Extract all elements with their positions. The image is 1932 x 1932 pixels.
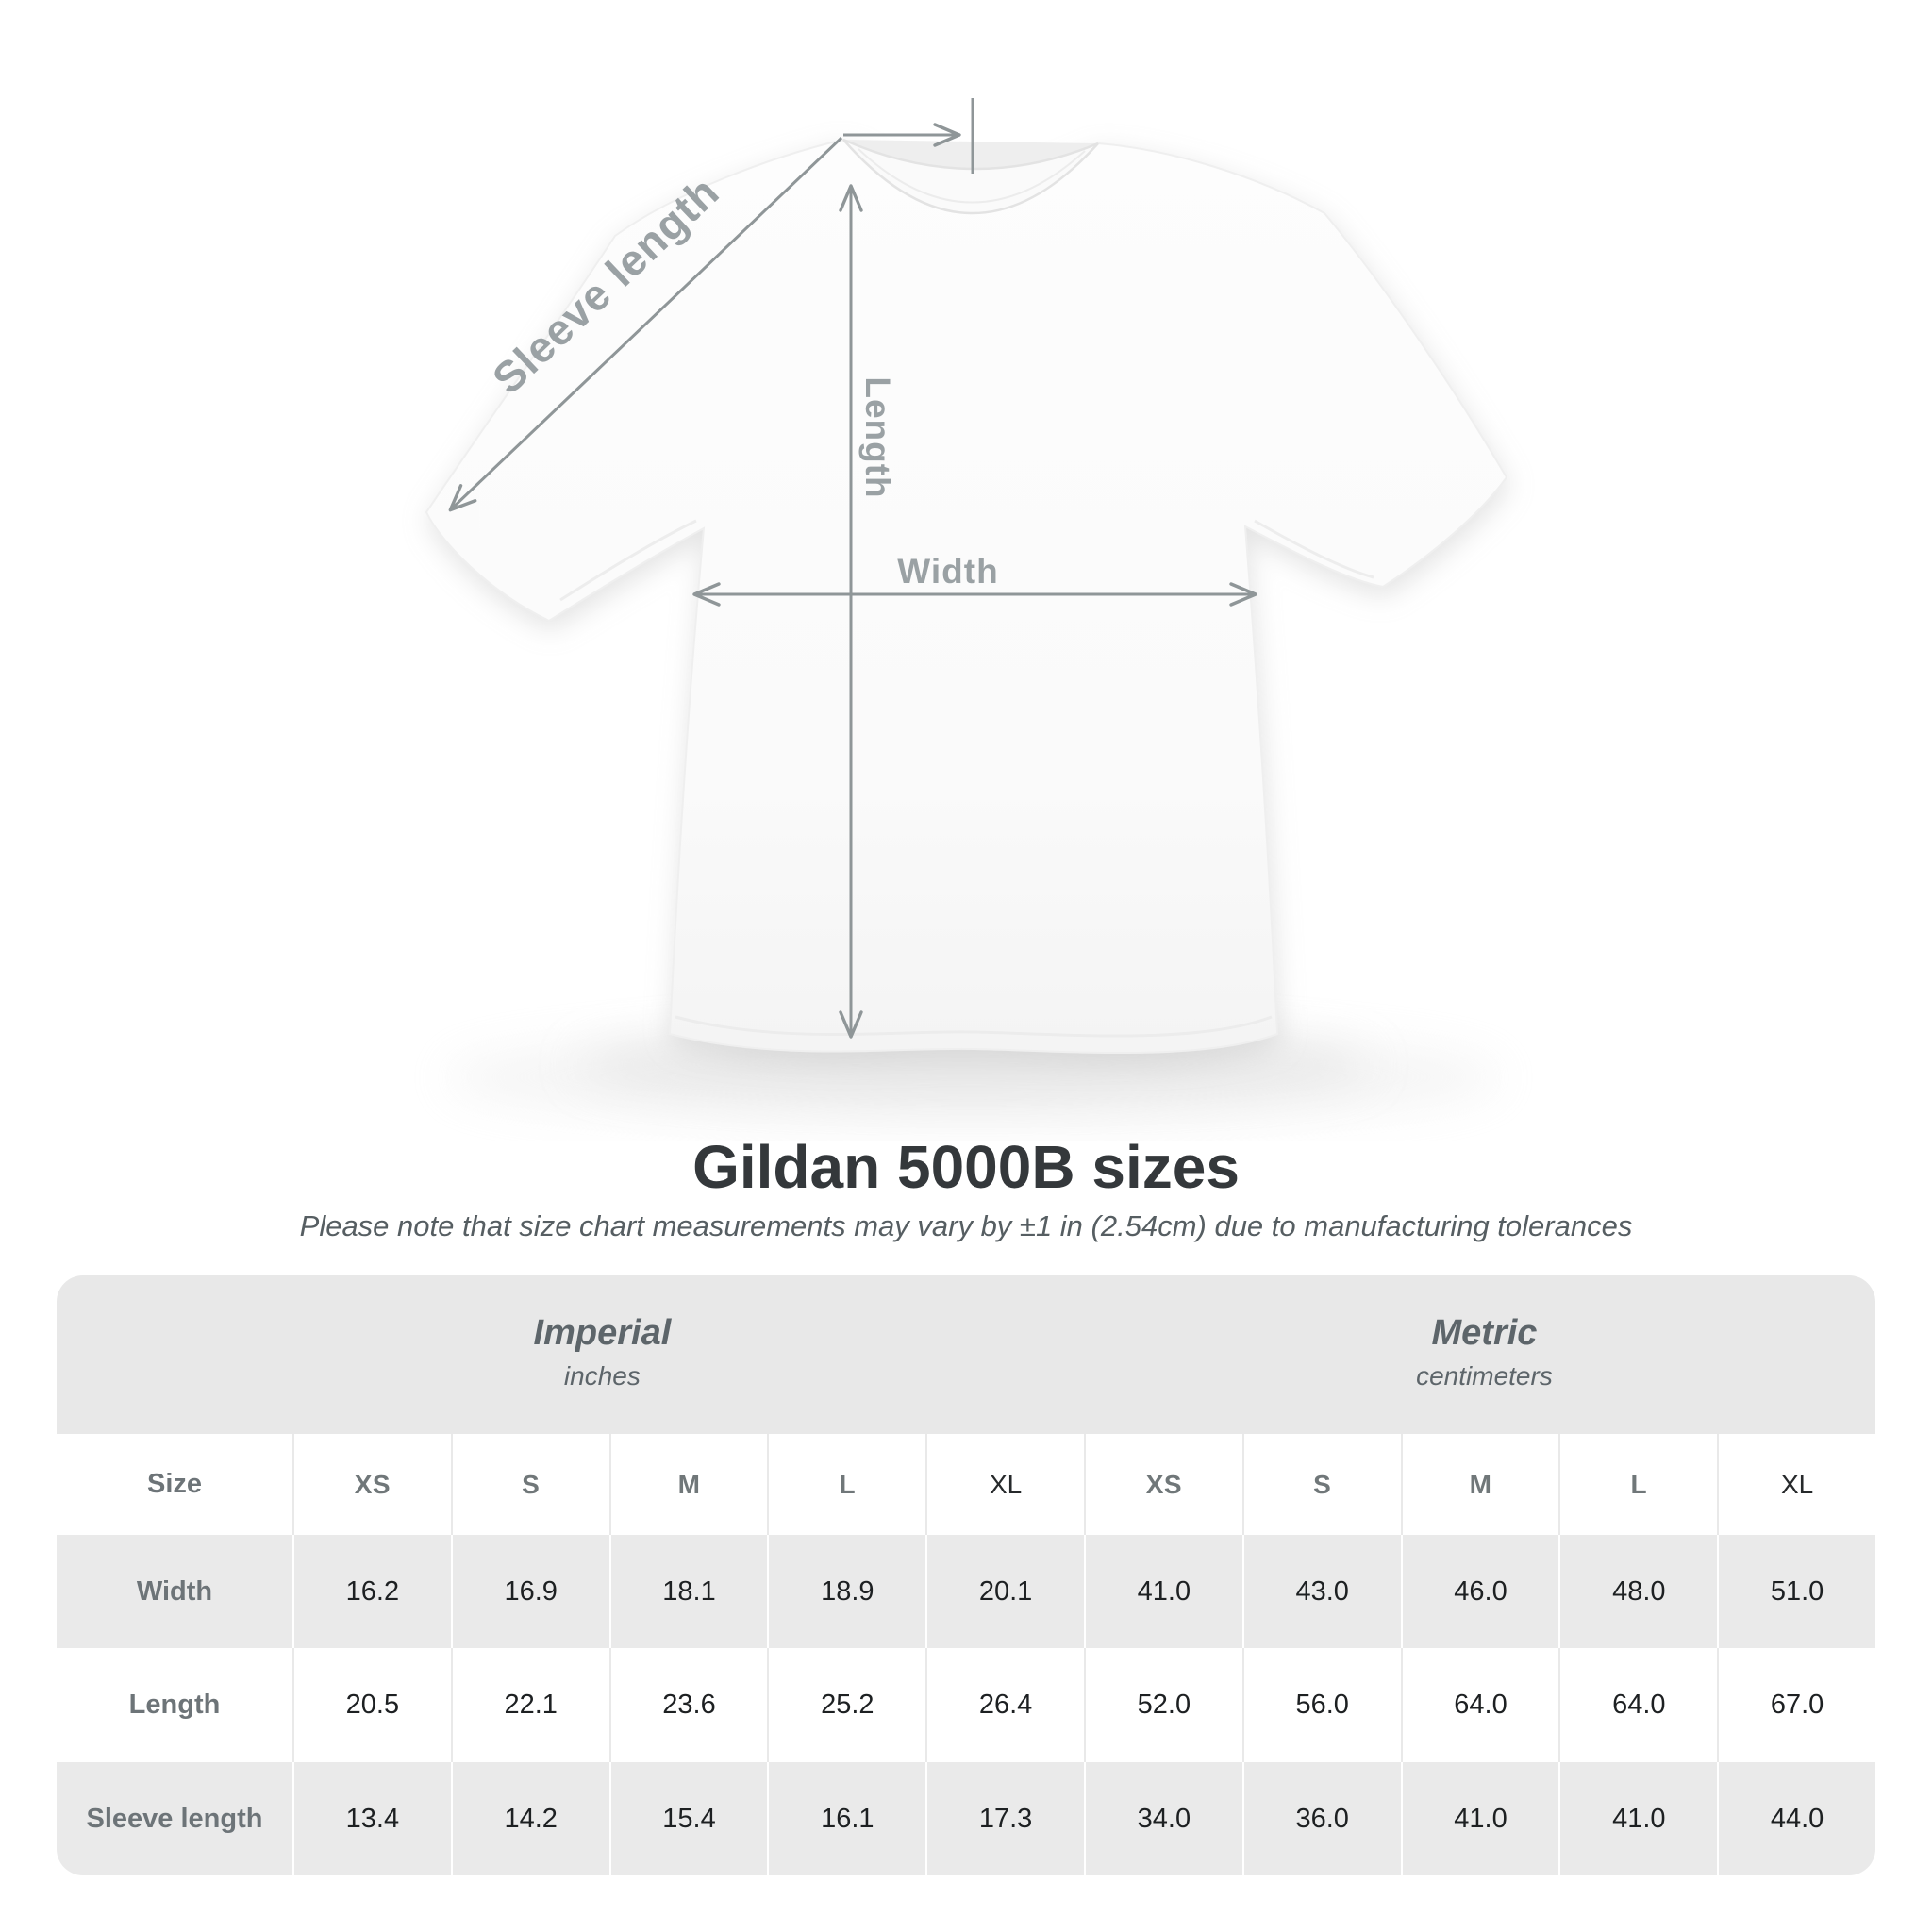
col-header-imperial-xs: XS — [292, 1434, 451, 1535]
size-value-cell: 41.0 — [1084, 1535, 1242, 1648]
size-value-cell: 16.9 — [450, 1535, 609, 1648]
size-value-cell: 46.0 — [1400, 1535, 1559, 1648]
size-value-cell: 34.0 — [1084, 1762, 1242, 1875]
size-value-cell: 15.4 — [608, 1762, 768, 1875]
col-header-imperial-m: M — [608, 1434, 768, 1535]
unit-group-band: Imperial inches Metric centimeters — [57, 1275, 1875, 1434]
size-value-cell: 17.3 — [925, 1762, 1084, 1875]
tolerance-disclaimer: Please note that size chart measurements… — [299, 1209, 1633, 1242]
col-header-metric-xs: XS — [1084, 1434, 1242, 1535]
size-value-cell: 64.0 — [1400, 1648, 1559, 1762]
col-header-imperial-s: S — [450, 1434, 609, 1535]
size-value-cell: 18.1 — [608, 1535, 768, 1648]
size-value-cell: 41.0 — [1558, 1762, 1718, 1875]
size-value-cell: 18.9 — [767, 1535, 926, 1648]
row-label: Sleeve length — [57, 1762, 292, 1875]
size-value-cell: 64.0 — [1558, 1648, 1718, 1762]
size-value-cell: 14.2 — [450, 1762, 609, 1875]
size-value-cell: 44.0 — [1717, 1762, 1875, 1875]
size-value-cell: 48.0 — [1558, 1535, 1718, 1648]
collar-back-neck — [842, 138, 1099, 171]
imperial-unit-label: inches — [563, 1360, 641, 1391]
sleeve-length-arrow — [448, 136, 843, 512]
row-label: Width — [57, 1535, 292, 1648]
col-header-metric-s: S — [1241, 1434, 1401, 1535]
size-grid: Size XS S M L XL XS S M L XL Width 16.2 … — [57, 1434, 1875, 1875]
size-value-cell: 36.0 — [1241, 1762, 1401, 1875]
col-header-metric-l: L — [1558, 1434, 1718, 1535]
size-value-cell: 43.0 — [1241, 1535, 1401, 1648]
size-value-cell: 26.4 — [925, 1648, 1084, 1762]
imperial-group-header: Imperial inches — [57, 1275, 1148, 1434]
length-label: Length — [858, 376, 897, 499]
col-header-metric-xl: XL — [1717, 1434, 1875, 1535]
size-value-cell: 16.2 — [292, 1535, 451, 1648]
col-header-metric-m: M — [1400, 1434, 1559, 1535]
size-value-cell: 20.1 — [925, 1535, 1084, 1648]
tshirt-graphic — [425, 98, 1508, 1126]
col-header-size: Size — [57, 1434, 292, 1535]
size-value-cell: 20.5 — [292, 1648, 451, 1762]
col-header-imperial-l: L — [767, 1434, 926, 1535]
measurement-lines — [448, 98, 1257, 1039]
size-value-cell: 41.0 — [1400, 1762, 1559, 1875]
size-value-cell: 56.0 — [1241, 1648, 1401, 1762]
page-title: Gildan 5000B sizes — [692, 1133, 1240, 1201]
size-value-cell: 22.1 — [450, 1648, 609, 1762]
metric-group-header: Metric centimeters — [1093, 1275, 1875, 1434]
imperial-label: Imperial — [533, 1312, 672, 1353]
col-header-imperial-xl: XL — [925, 1434, 1084, 1535]
row-label: Length — [57, 1648, 292, 1762]
size-value-cell: 67.0 — [1717, 1648, 1875, 1762]
metric-label: Metric — [1431, 1312, 1538, 1353]
size-value-cell: 23.6 — [608, 1648, 768, 1762]
tshirt-measurement-diagram: Sleeve length Length Width — [425, 98, 1508, 1126]
size-value-cell: 51.0 — [1717, 1535, 1875, 1648]
size-value-cell: 52.0 — [1084, 1648, 1242, 1762]
size-value-cell: 13.4 — [292, 1762, 451, 1875]
metric-unit-label: centimeters — [1416, 1360, 1553, 1391]
size-value-cell: 25.2 — [767, 1648, 926, 1762]
size-value-cell: 16.1 — [767, 1762, 926, 1875]
size-table: Imperial inches Metric centimeters Size … — [57, 1275, 1875, 1875]
width-label: Width — [897, 552, 999, 591]
